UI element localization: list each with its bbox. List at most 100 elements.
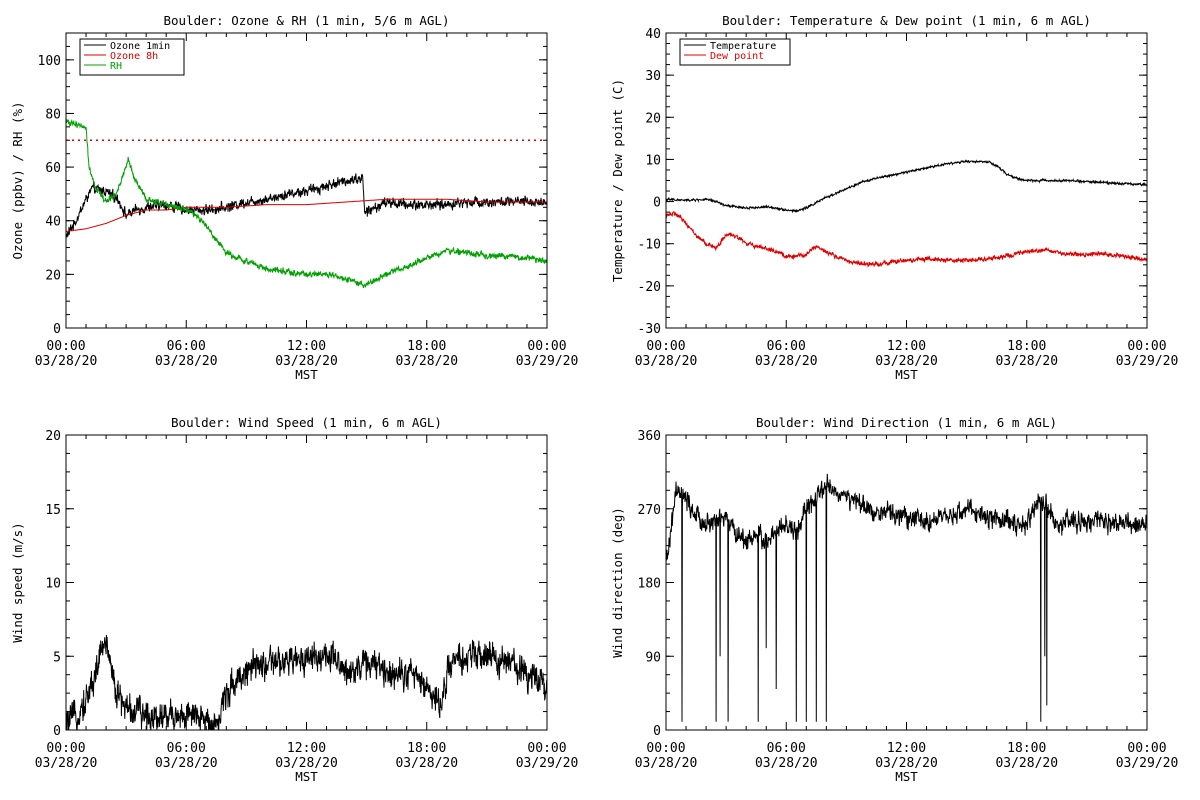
x-tick-time-label: 12:00 [287, 339, 326, 354]
series-group [66, 119, 547, 289]
y-axis-label: Wind speed (m/s) [10, 522, 25, 642]
x-tick-date-label: 03/28/20 [635, 354, 698, 369]
x-tick-time-label: 00:00 [527, 741, 566, 756]
y-tick-label: -20 [638, 280, 661, 295]
x-tick-date-label: 03/28/20 [755, 756, 818, 771]
y-tick-label: 20 [45, 268, 61, 283]
x-tick-date-label: 03/28/20 [875, 354, 938, 369]
y-tick-label: 20 [45, 429, 61, 444]
chart-title: Boulder: Ozone & RH (1 min, 5/6 m AGL) [164, 13, 450, 28]
series-line-1 [666, 473, 1147, 722]
x-tick-time-label: 18:00 [407, 741, 446, 756]
plot-frame [665, 32, 1148, 329]
x-tick-date-label: 03/29/20 [516, 756, 579, 771]
chart-panel-3: Boulder: Wind Speed (1 min, 6 m AGL) Wind… [10, 415, 578, 784]
x-tick-time-label: 00:00 [1127, 339, 1166, 354]
y-tick-label: 80 [45, 107, 61, 122]
x-tick-date-label: 03/28/20 [635, 756, 698, 771]
series-group [666, 473, 1147, 722]
x-tick-time-label: 18:00 [407, 339, 446, 354]
y-tick-label: 100 [38, 54, 61, 69]
x-tick-date-label: 03/28/20 [35, 756, 98, 771]
y-tick-label: 0 [53, 724, 61, 739]
plot-frame [65, 32, 548, 329]
chart-title: Boulder: Wind Speed (1 min, 6 m AGL) [171, 415, 442, 430]
series-line-1 [66, 173, 547, 238]
x-tick-date-label: 03/28/20 [155, 756, 218, 771]
chart-panel-1: Boulder: Ozone & RH (1 min, 5/6 m AGL) Oz… [10, 13, 578, 382]
plot-frame [65, 434, 548, 731]
x-tick-time-label: 12:00 [287, 741, 326, 756]
y-axis-label: Ozone (ppbv) / RH (%) [10, 101, 25, 259]
x-tick-time-label: 00:00 [46, 339, 85, 354]
x-tick-date-label: 03/28/20 [155, 354, 218, 369]
legend-label: Ozone 8h [110, 51, 158, 62]
series-line-2 [666, 211, 1147, 268]
y-tick-label: 15 [45, 503, 61, 518]
x-tick-date-label: 03/28/20 [995, 354, 1058, 369]
y-tick-label: 0 [53, 322, 61, 337]
x-tick-time-label: 06:00 [767, 741, 806, 756]
y-tick-label: 40 [645, 27, 661, 42]
x-tick-time-label: 00:00 [1127, 741, 1166, 756]
series-line-1 [66, 634, 547, 730]
legend-label: Ozone 1min [110, 41, 170, 52]
y-tick-label: 180 [638, 577, 661, 592]
x-tick-date-label: 03/28/20 [995, 756, 1058, 771]
chart-panel-4: Boulder: Wind Direction (1 min, 6 m AGL)… [610, 415, 1178, 784]
x-axis-label: MST [295, 367, 318, 382]
y-axis-label: Temperature / Dew point (C) [610, 79, 625, 282]
y-tick-label: 40 [45, 215, 61, 230]
plot-frame [665, 434, 1148, 731]
x-tick-date-label: 03/29/20 [1116, 756, 1179, 771]
x-tick-time-label: 00:00 [527, 339, 566, 354]
x-tick-time-label: 18:00 [1007, 741, 1046, 756]
x-tick-date-label: 03/29/20 [516, 354, 579, 369]
x-tick-time-label: 06:00 [167, 339, 206, 354]
y-tick-label: 10 [45, 577, 61, 592]
x-tick-time-label: 12:00 [887, 741, 926, 756]
series-group [666, 159, 1147, 268]
x-tick-date-label: 03/28/20 [275, 354, 338, 369]
x-tick-date-label: 03/28/20 [395, 354, 458, 369]
x-tick-date-label: 03/28/20 [875, 756, 938, 771]
y-tick-label: 270 [638, 503, 661, 518]
x-tick-date-label: 03/28/20 [35, 354, 98, 369]
y-tick-label: 5 [53, 650, 61, 665]
x-tick-date-label: 03/29/20 [1116, 354, 1179, 369]
x-tick-time-label: 18:00 [1007, 339, 1046, 354]
y-tick-label: 30 [645, 69, 661, 84]
chart-panel-2: Boulder: Temperature & Dew point (1 min,… [610, 13, 1178, 382]
y-tick-label: -10 [638, 238, 661, 253]
x-tick-time-label: 00:00 [646, 339, 685, 354]
x-tick-time-label: 06:00 [167, 741, 206, 756]
y-tick-label: 360 [638, 429, 661, 444]
series-group [66, 634, 547, 730]
chart-title: Boulder: Temperature & Dew point (1 min,… [722, 13, 1091, 28]
y-axis-label: Wind direction (deg) [610, 507, 625, 658]
legend-box [679, 38, 791, 66]
legend-label: Temperature [710, 41, 776, 52]
x-axis-label: MST [895, 367, 918, 382]
chart-title: Boulder: Wind Direction (1 min, 6 m AGL) [756, 415, 1057, 430]
x-axis-label: MST [295, 769, 318, 784]
x-tick-time-label: 00:00 [46, 741, 85, 756]
y-tick-label: 90 [645, 650, 661, 665]
legend-label: RH [110, 61, 122, 72]
legend-label: Dew point [710, 51, 764, 62]
y-tick-label: 60 [45, 161, 61, 176]
x-tick-time-label: 12:00 [887, 339, 926, 354]
y-tick-label: 10 [645, 153, 661, 168]
x-tick-date-label: 03/28/20 [755, 354, 818, 369]
x-tick-time-label: 00:00 [646, 741, 685, 756]
series-line-1 [666, 159, 1147, 214]
x-tick-date-label: 03/28/20 [395, 756, 458, 771]
y-tick-label: 0 [653, 724, 661, 739]
y-tick-label: -30 [638, 322, 661, 337]
x-tick-time-label: 06:00 [767, 339, 806, 354]
series-line-3 [66, 119, 547, 289]
y-tick-label: 20 [645, 111, 661, 126]
x-tick-date-label: 03/28/20 [275, 756, 338, 771]
x-axis-label: MST [895, 769, 918, 784]
